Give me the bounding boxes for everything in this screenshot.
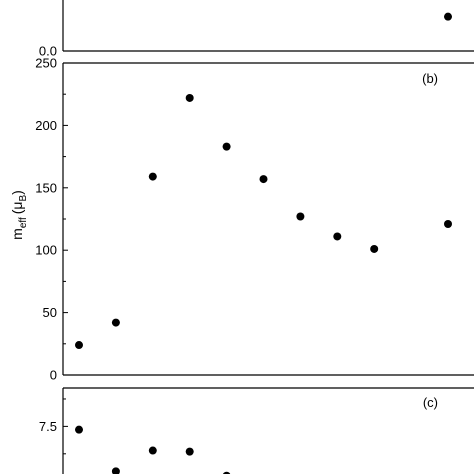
- panel-c: 7.07.5(c): [39, 387, 474, 474]
- data-point: [444, 219, 452, 228]
- data-point: [259, 175, 268, 184]
- panel-label: (b): [422, 71, 438, 86]
- data-point: [333, 232, 342, 241]
- data-point: [111, 318, 120, 327]
- data-point: [222, 142, 231, 151]
- y-tick-label: 200: [35, 118, 57, 133]
- panel-a: 0.0: [39, 0, 474, 59]
- data-point: [223, 471, 231, 474]
- data-point: [185, 447, 194, 456]
- y-tick-label: 0: [50, 368, 57, 383]
- y-tick-label: 150: [35, 180, 57, 195]
- data-point: [444, 12, 452, 21]
- y-tick-label: 250: [35, 56, 57, 71]
- data-point: [370, 244, 379, 253]
- panel-b: 0 50 100 150 200 250 (b): [35, 56, 474, 383]
- data-point: [75, 341, 83, 350]
- data-point: [75, 425, 83, 434]
- y-axis-label: meff(μB): [9, 190, 29, 240]
- panel-label: (c): [423, 395, 438, 410]
- y-tick-label: 100: [35, 243, 57, 258]
- data-point: [111, 467, 120, 474]
- data-point: [148, 446, 157, 455]
- data-point: [296, 212, 305, 221]
- data-point: [148, 172, 157, 181]
- y-tick-label: 50: [43, 305, 57, 320]
- y-tick-label: 7.5: [39, 419, 57, 434]
- y-tick-label: 0.0: [39, 44, 57, 59]
- data-point: [185, 93, 194, 102]
